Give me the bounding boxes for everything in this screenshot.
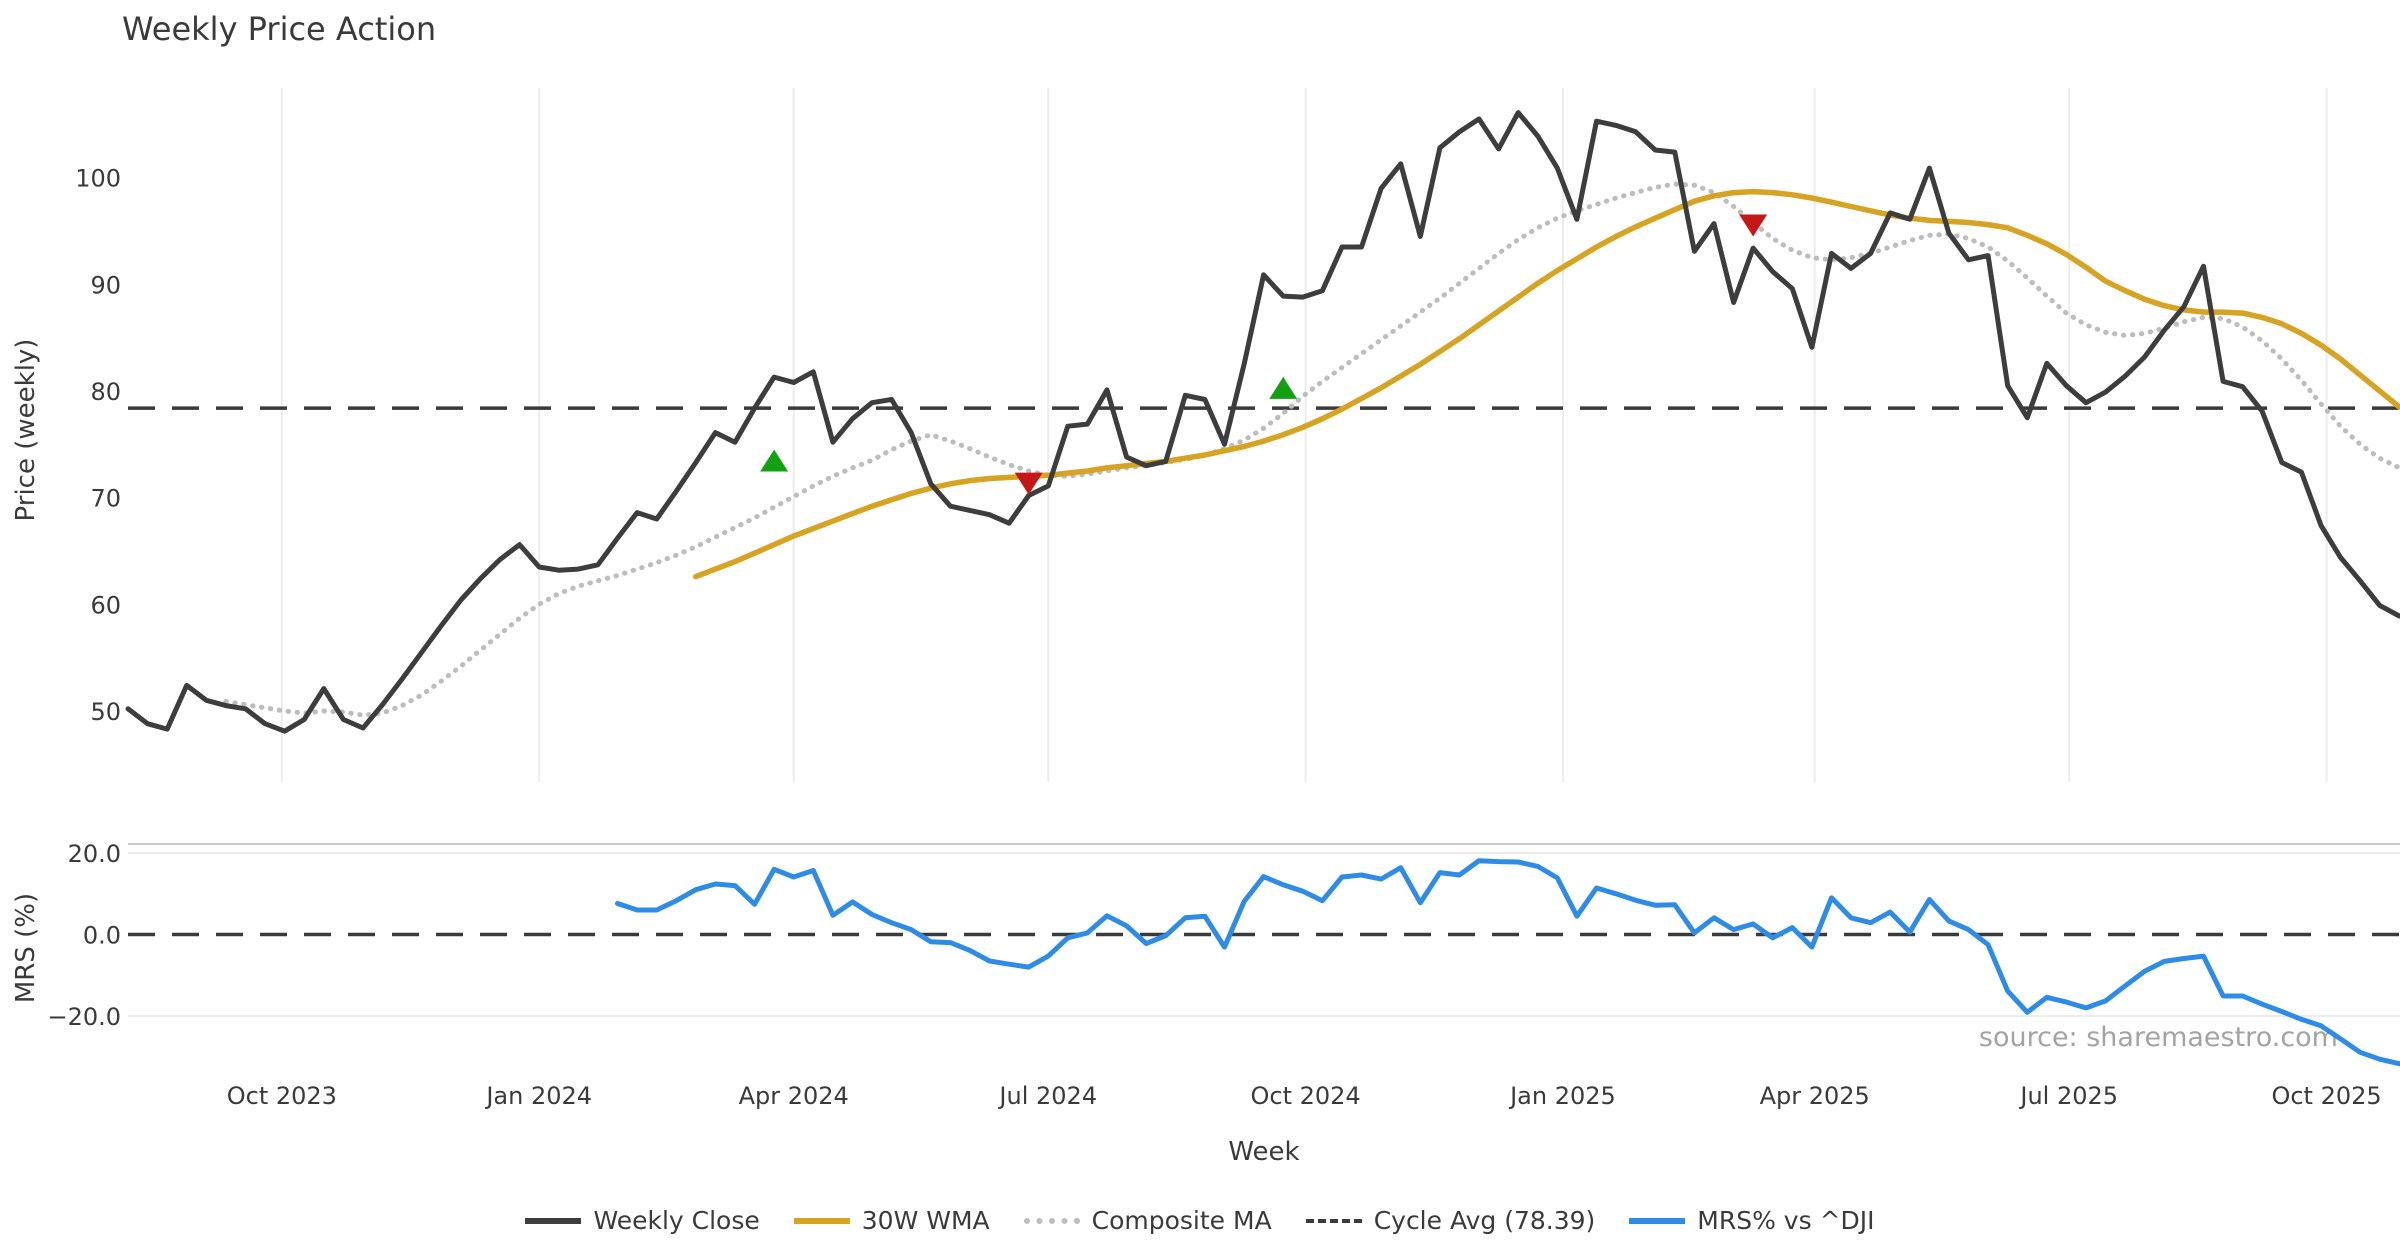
- legend-item: Composite MA: [1023, 1206, 1272, 1235]
- price-tick-label: 80: [90, 378, 121, 406]
- x-tick-label: Oct 2024: [1250, 1082, 1360, 1110]
- legend-label: MRS% vs ^DJI: [1697, 1206, 1875, 1235]
- x-tick-label: Apr 2025: [1760, 1082, 1870, 1110]
- legend-label: Composite MA: [1091, 1206, 1272, 1235]
- source-watermark: source: sharemaestro.com: [1979, 1022, 2338, 1053]
- wma-line: [693, 188, 2400, 580]
- legend-label: Weekly Close: [593, 1206, 760, 1235]
- x-tick-label: Jan 2025: [1508, 1082, 1616, 1110]
- mrs-axis-label: MRS (%): [11, 893, 41, 1003]
- price-tick-label: 70: [90, 485, 121, 513]
- legend-item: MRS% vs ^DJI: [1629, 1206, 1875, 1235]
- legend-line-sample-icon: [525, 1217, 582, 1224]
- x-tick-label: Jul 2025: [2018, 1082, 2118, 1110]
- legend: Weekly Close 30W WMA Composite MA Cycle Avg…: [0, 1206, 2400, 1235]
- mrs-tick-label: 20.0: [68, 840, 121, 868]
- legend-label: 30W WMA: [861, 1206, 990, 1235]
- legend-item: Cycle Avg (78.39): [1305, 1206, 1596, 1235]
- legend-line-sample-icon: [1305, 1218, 1362, 1223]
- legend-line-sample-icon: [793, 1217, 850, 1224]
- price-tick-label: 60: [90, 591, 121, 619]
- price-tick-label: 100: [75, 165, 121, 193]
- x-axis-label: Week: [1228, 1137, 1299, 1167]
- x-tick-label: Apr 2024: [739, 1082, 849, 1110]
- x-tick-label: Jan 2024: [484, 1082, 592, 1110]
- legend-line-sample-icon: [1629, 1217, 1686, 1224]
- sell-marker-icon: [1739, 214, 1768, 237]
- composite-ma-line: [223, 181, 2400, 718]
- price-axis-label: Price (weekly): [11, 339, 41, 522]
- x-tick-label: Oct 2023: [227, 1082, 337, 1110]
- price-tick-label: 50: [90, 698, 121, 726]
- chart-title: Weekly Price Action: [122, 10, 436, 48]
- buy-marker-icon: [760, 449, 789, 472]
- mrs-tick-label: 0.0: [83, 922, 121, 950]
- legend-item: Weekly Close: [525, 1206, 760, 1235]
- legend-item: 30W WMA: [793, 1206, 990, 1235]
- price-tick-label: 90: [90, 271, 121, 299]
- x-tick-label: Oct 2025: [2271, 1082, 2381, 1110]
- sell-marker-icon: [1014, 472, 1043, 495]
- mrs-tick-label: −20.0: [47, 1003, 121, 1031]
- legend-line-sample-icon: [1023, 1217, 1080, 1224]
- mrs-line: [615, 858, 2400, 1067]
- x-tick-label: Jul 2024: [997, 1082, 1097, 1110]
- legend-label: Cycle Avg (78.39): [1373, 1206, 1596, 1235]
- weekly-close-line: [125, 110, 2400, 734]
- buy-marker-icon: [1269, 376, 1298, 399]
